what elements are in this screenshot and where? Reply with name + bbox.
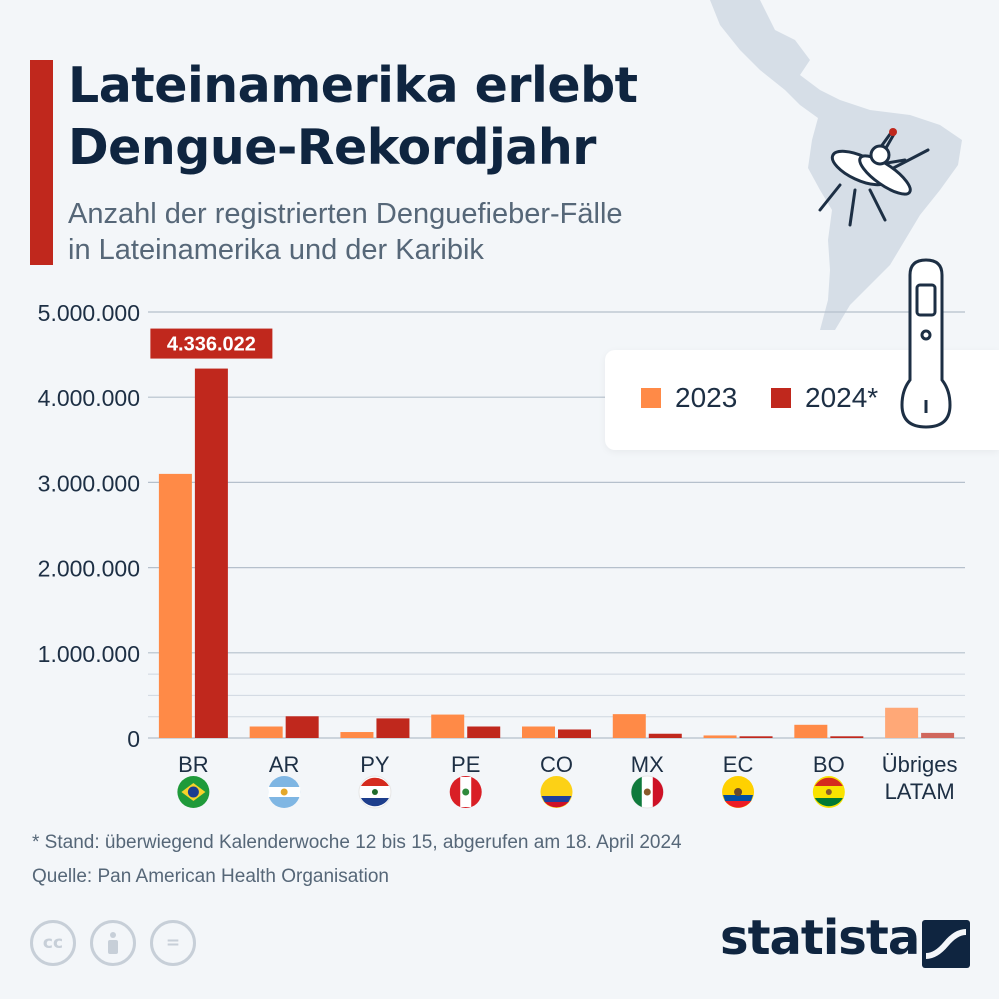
bar-2024-py: [376, 718, 410, 738]
bar-2024-übriges-latam: [921, 732, 955, 738]
bar-2023-übriges-latam: [885, 707, 919, 738]
x-tick-label: BR: [178, 752, 209, 777]
peru-flag-crest: [462, 788, 470, 796]
x-tick-label: EC: [723, 752, 754, 777]
creative-commons-icon[interactable]: cc: [30, 920, 76, 966]
value-label-box: [150, 328, 273, 359]
mexico-flag-green: [631, 777, 642, 807]
x-tick-label: PY: [360, 752, 390, 777]
colombia-flag-blue: [541, 796, 572, 802]
legend-item-2023: 2023: [641, 382, 737, 414]
argentina-flag-sun: [280, 788, 288, 796]
y-tick-label: 5.000.000: [38, 300, 140, 326]
subtitle-line-2: in Lateinamerika und der Karibik: [68, 234, 484, 266]
paraguay-flag-blue: [360, 798, 389, 807]
y-tick-label: 3.000.000: [38, 470, 140, 496]
footnote: * Stand: überwiegend Kalenderwoche 12 bi…: [32, 832, 682, 853]
bar-2023-ec: [703, 735, 737, 738]
ecuador-flag-crest: [734, 788, 743, 796]
colombia-flag-red: [544, 802, 569, 808]
legend-item-2024: 2024*: [771, 382, 878, 414]
x-tick-label: CO: [540, 752, 573, 777]
bar-2024-ar: [285, 716, 319, 738]
bolivia-flag-crest: [825, 789, 832, 795]
x-tick-label: AR: [269, 752, 300, 777]
thermometer-icon: [900, 258, 952, 429]
mexico-flag-red: [652, 777, 664, 807]
bolivia-flag-red: [814, 777, 843, 786]
y-tick-label: 1.000.000: [38, 641, 140, 667]
source-link[interactable]: Quelle: Pan American Health Organisation: [32, 866, 389, 887]
x-tick-label: MX: [631, 752, 664, 777]
title-accent-bar: [30, 60, 53, 265]
legend-label-2023: 2023: [675, 382, 738, 413]
mexico-flag-emblem: [643, 788, 651, 796]
bar-2024-pe: [467, 726, 501, 738]
bar-2023-py: [340, 732, 374, 738]
bar-chart: 0 1.000.000 2.000.000 3.000.000 4.000.000 5.0…: [38, 300, 965, 809]
x-tick-label: PE: [451, 752, 480, 777]
license-icons: cc =: [30, 920, 210, 966]
x-tick-label: Übriges: [882, 752, 958, 777]
no-derivatives-icon[interactable]: =: [150, 920, 196, 966]
bar-2024-bo: [830, 736, 864, 738]
ecuador-flag-blue: [723, 795, 754, 801]
bar-2024-mx: [648, 733, 682, 738]
south-america-map-icon: [710, 0, 962, 330]
subtitle: Anzahl der registrierten Denguefieber-Fä…: [68, 196, 623, 268]
bar-2023-ar: [249, 726, 283, 738]
x-tick-label: LATAM: [885, 779, 955, 804]
y-tick-label: 0: [127, 726, 140, 752]
statista-logo[interactable]: statista: [720, 910, 920, 966]
bar-2023-bo: [794, 724, 828, 738]
bar-2023-mx: [612, 714, 646, 738]
attribution-icon[interactable]: [90, 920, 136, 966]
y-tick-label: 2.000.000: [38, 556, 140, 582]
bar-2023-co: [522, 726, 555, 738]
paraguay-flag-seal: [371, 789, 378, 795]
title-line-2: Dengue-Rekordjahr: [68, 119, 596, 176]
paraguay-flag-red: [360, 777, 389, 786]
y-tick-label: 4.000.000: [38, 385, 140, 411]
bar-2023-br: [158, 473, 192, 738]
brazil-flag-globe: [187, 786, 199, 798]
title-line-1: Lateinamerika erlebt: [68, 57, 638, 114]
ecuador-flag-red: [725, 801, 752, 808]
legend-swatch-2023: [641, 388, 661, 408]
bar-2024-co: [558, 729, 591, 738]
legend-swatch-2024: [771, 388, 791, 408]
bolivia-flag-green: [814, 798, 843, 807]
page-title: Lateinamerika erlebt Dengue-Rekordjahr: [68, 55, 638, 179]
subtitle-line-1: Anzahl der registrierten Denguefieber-Fä…: [68, 198, 623, 230]
statista-logo-icon[interactable]: [922, 920, 970, 968]
bar-2024-br: [194, 368, 228, 738]
x-tick-label: BO: [813, 752, 845, 777]
bar-2024-ec: [739, 736, 773, 738]
bar-2023-pe: [431, 714, 465, 738]
value-label: 4.336.022: [167, 334, 256, 356]
legend-label-2024: 2024*: [805, 382, 879, 413]
mosquito-icon: [818, 128, 930, 227]
